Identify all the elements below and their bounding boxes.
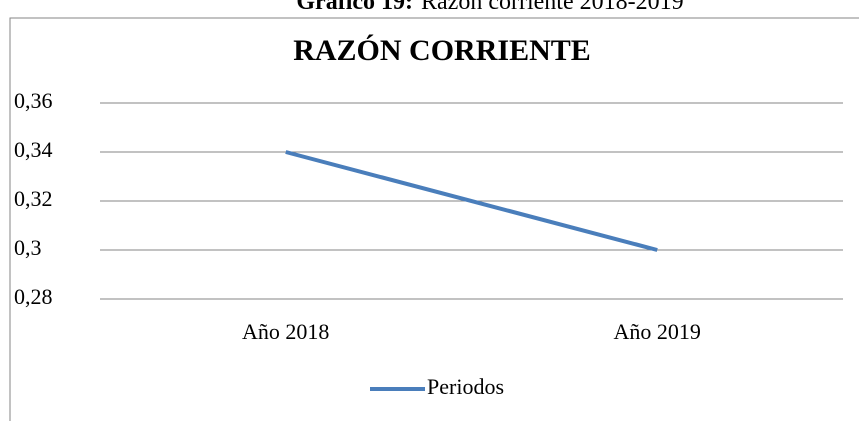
legend-label: Periodos xyxy=(427,374,504,399)
chart-frame xyxy=(9,17,859,421)
caption: Gráfico 19: Razón corriente 2018-2019 xyxy=(296,0,683,15)
x-tick-label: Año 2019 xyxy=(614,319,701,344)
y-tick-label: 0,34 xyxy=(14,137,53,162)
caption-label: Gráfico 19: xyxy=(296,0,413,15)
x-tick-label: Año 2018 xyxy=(242,319,329,344)
y-tick-label: 0,36 xyxy=(14,88,53,113)
line-series xyxy=(285,150,658,252)
y-tick-label: 0,3 xyxy=(14,235,42,260)
caption-text: Razón corriente 2018-2019 xyxy=(421,0,684,15)
chart-title: RAZÓN CORRIENTE xyxy=(293,34,591,67)
y-tick-label: 0,32 xyxy=(14,186,53,211)
y-tick-label: 0,28 xyxy=(14,284,53,309)
